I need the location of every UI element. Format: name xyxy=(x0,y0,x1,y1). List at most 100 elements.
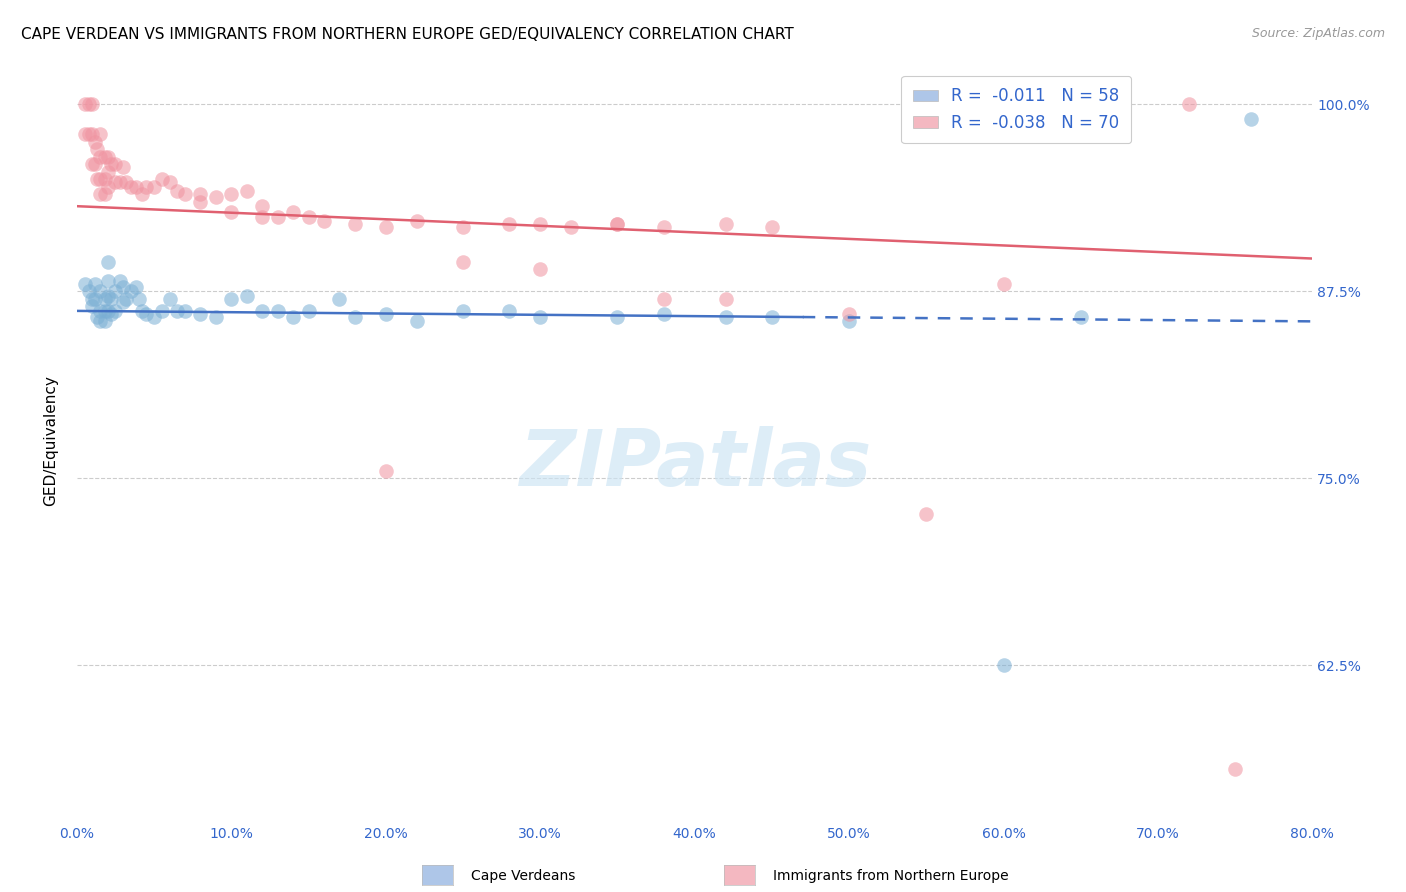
Point xyxy=(143,179,166,194)
Point xyxy=(82,292,104,306)
Point xyxy=(131,187,153,202)
Point xyxy=(93,172,115,186)
Point xyxy=(529,262,551,277)
Point xyxy=(221,187,243,202)
Point xyxy=(108,274,131,288)
Point xyxy=(236,289,259,303)
Point xyxy=(108,175,131,189)
Point xyxy=(93,150,115,164)
Point xyxy=(89,314,111,328)
Point xyxy=(112,280,135,294)
Point xyxy=(89,285,111,299)
Point xyxy=(77,128,100,142)
Point xyxy=(652,307,675,321)
Point xyxy=(1178,97,1201,112)
Point xyxy=(93,292,115,306)
Point xyxy=(77,285,100,299)
Point xyxy=(150,172,173,186)
Point xyxy=(1070,310,1092,324)
Point xyxy=(205,310,228,324)
Point xyxy=(714,310,737,324)
Point xyxy=(104,175,127,189)
Point xyxy=(652,292,675,306)
Point xyxy=(120,285,142,299)
Point xyxy=(343,217,366,231)
Point xyxy=(297,304,319,318)
Point xyxy=(89,304,111,318)
Point xyxy=(498,304,520,318)
Point xyxy=(405,314,427,328)
Point xyxy=(451,304,474,318)
Point xyxy=(652,220,675,235)
Point xyxy=(838,314,860,328)
Point xyxy=(606,217,628,231)
Point xyxy=(190,307,212,321)
Point xyxy=(100,157,122,171)
Point xyxy=(993,658,1015,673)
Point xyxy=(1225,762,1247,776)
Point xyxy=(89,150,111,164)
Point xyxy=(761,220,783,235)
Point xyxy=(205,190,228,204)
Point xyxy=(281,205,304,219)
Text: ZIPatlas: ZIPatlas xyxy=(519,425,870,502)
Point xyxy=(124,179,146,194)
Point xyxy=(606,217,628,231)
Point xyxy=(266,210,288,224)
Point xyxy=(97,150,120,164)
Point xyxy=(97,289,120,303)
Point xyxy=(84,157,107,171)
Point xyxy=(93,304,115,318)
Point xyxy=(250,304,273,318)
Point xyxy=(89,128,111,142)
Point xyxy=(73,277,96,291)
Point xyxy=(236,184,259,198)
Point xyxy=(112,161,135,175)
Point xyxy=(112,294,135,309)
Point xyxy=(250,199,273,213)
Point xyxy=(89,187,111,202)
Point xyxy=(221,205,243,219)
Point xyxy=(190,187,212,202)
Point xyxy=(84,292,107,306)
Point xyxy=(993,277,1015,291)
Point xyxy=(174,187,197,202)
Point xyxy=(838,307,860,321)
Text: CAPE VERDEAN VS IMMIGRANTS FROM NORTHERN EUROPE GED/EQUIVALENCY CORRELATION CHAR: CAPE VERDEAN VS IMMIGRANTS FROM NORTHERN… xyxy=(21,27,794,42)
Point xyxy=(82,157,104,171)
Text: Source: ZipAtlas.com: Source: ZipAtlas.com xyxy=(1251,27,1385,40)
Point xyxy=(120,179,142,194)
Point xyxy=(104,157,127,171)
Point xyxy=(104,304,127,318)
Point xyxy=(84,277,107,291)
Point xyxy=(82,97,104,112)
Point xyxy=(451,254,474,268)
Point xyxy=(97,165,120,179)
Point xyxy=(221,292,243,306)
Point xyxy=(135,179,157,194)
Point xyxy=(328,292,350,306)
Point xyxy=(374,464,396,478)
Text: Cape Verdeans: Cape Verdeans xyxy=(471,869,575,883)
Point xyxy=(405,214,427,228)
Point xyxy=(250,210,273,224)
Point xyxy=(761,310,783,324)
Point xyxy=(89,172,111,186)
Point xyxy=(86,310,108,324)
Point xyxy=(374,220,396,235)
Point xyxy=(143,310,166,324)
Point xyxy=(190,194,212,209)
Point xyxy=(97,254,120,268)
Point xyxy=(100,307,122,321)
Point xyxy=(115,175,138,189)
Point xyxy=(529,217,551,231)
Point xyxy=(451,220,474,235)
Point xyxy=(86,172,108,186)
Y-axis label: GED/Equivalency: GED/Equivalency xyxy=(44,376,58,507)
Point xyxy=(714,292,737,306)
Point xyxy=(150,304,173,318)
Point xyxy=(77,97,100,112)
Point xyxy=(97,274,120,288)
Point xyxy=(915,508,938,522)
Point xyxy=(714,217,737,231)
